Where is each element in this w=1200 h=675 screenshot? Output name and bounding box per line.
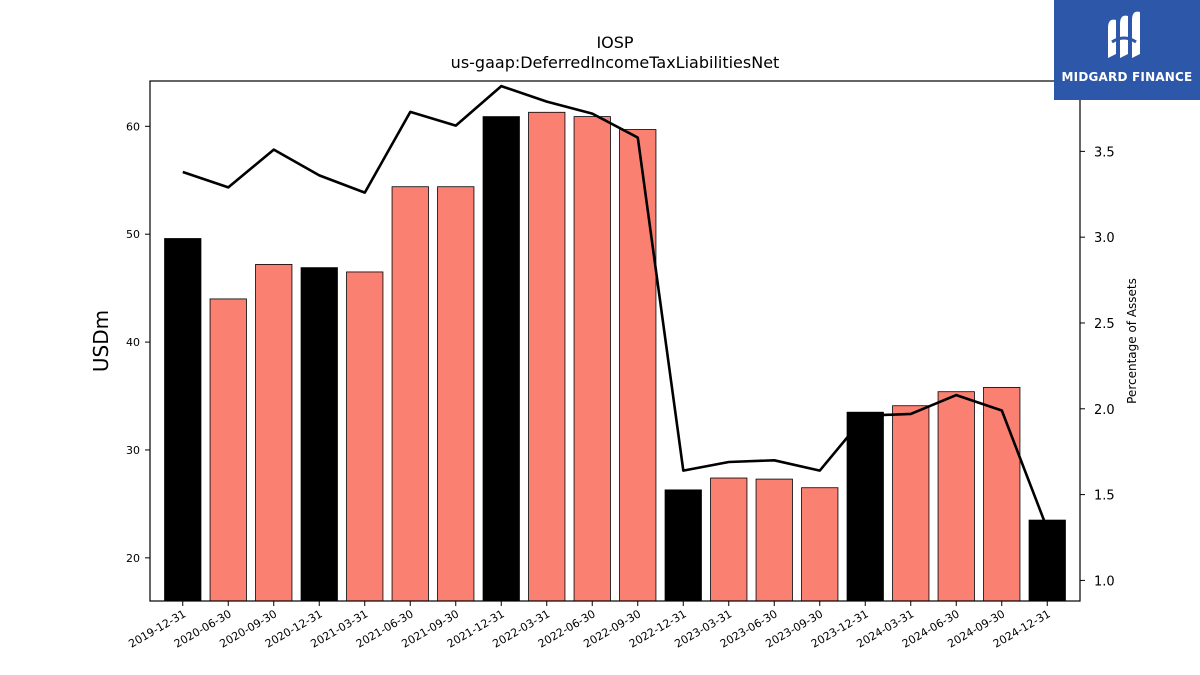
y-tick-label: 20 <box>126 552 140 565</box>
y2-axis-label: Percentage of Assets <box>1125 278 1139 404</box>
y2-tick-label: 3.0 <box>1094 231 1115 246</box>
bar-2023-03-31 <box>710 477 748 602</box>
y-tick-label: 40 <box>126 336 140 349</box>
y-tick-label: 60 <box>126 120 140 133</box>
bar-2022-12-31 <box>664 489 702 602</box>
bar-2019-12-31 <box>164 238 202 602</box>
bar-2024-12-31 <box>1028 519 1066 602</box>
bar-2024-06-30 <box>937 391 975 602</box>
bar-2023-12-31 <box>846 411 884 602</box>
bar-2021-06-30 <box>391 186 429 602</box>
brand-name: MIDGARD FINANCE <box>1061 70 1193 84</box>
brand-logo: MIDGARD FINANCE <box>1054 0 1200 100</box>
y-tick-label: 50 <box>126 228 140 241</box>
bar-2022-09-30 <box>619 129 657 602</box>
midgard-logo-icon <box>1108 11 1140 58</box>
bar-2024-09-30 <box>983 386 1021 602</box>
bar-2021-12-31 <box>482 116 520 602</box>
bar-2024-03-31 <box>892 405 930 602</box>
bar-2022-03-31 <box>528 111 566 602</box>
bar-2020-09-30 <box>255 264 293 602</box>
y2-tick-label: 2.0 <box>1094 403 1115 418</box>
y2-tick-label: 1.5 <box>1094 489 1115 504</box>
chart-subtitle: us-gaap:DeferredIncomeTaxLiabilitiesNet <box>451 53 780 72</box>
percentage-of-assets-line <box>182 84 1049 530</box>
bar-2021-03-31 <box>346 271 384 602</box>
y2-tick-label: 2.5 <box>1094 317 1115 332</box>
bar-2020-12-31 <box>300 267 338 602</box>
plot-frame <box>149 80 1081 602</box>
y2-tick-label: 3.5 <box>1094 145 1115 160</box>
bar-2022-06-30 <box>573 116 611 602</box>
bar-2023-09-30 <box>801 487 839 602</box>
y2-tick-label: 1.0 <box>1094 574 1115 589</box>
y-tick-label: 30 <box>126 444 140 457</box>
bar-2023-06-30 <box>755 478 793 602</box>
line-series <box>182 84 1049 530</box>
bar-2020-06-30 <box>209 298 247 602</box>
chart-title: IOSP <box>596 33 633 52</box>
bar-series <box>164 111 1066 602</box>
bar-2021-09-30 <box>437 186 475 602</box>
y-axis-label: USDm <box>89 310 113 372</box>
